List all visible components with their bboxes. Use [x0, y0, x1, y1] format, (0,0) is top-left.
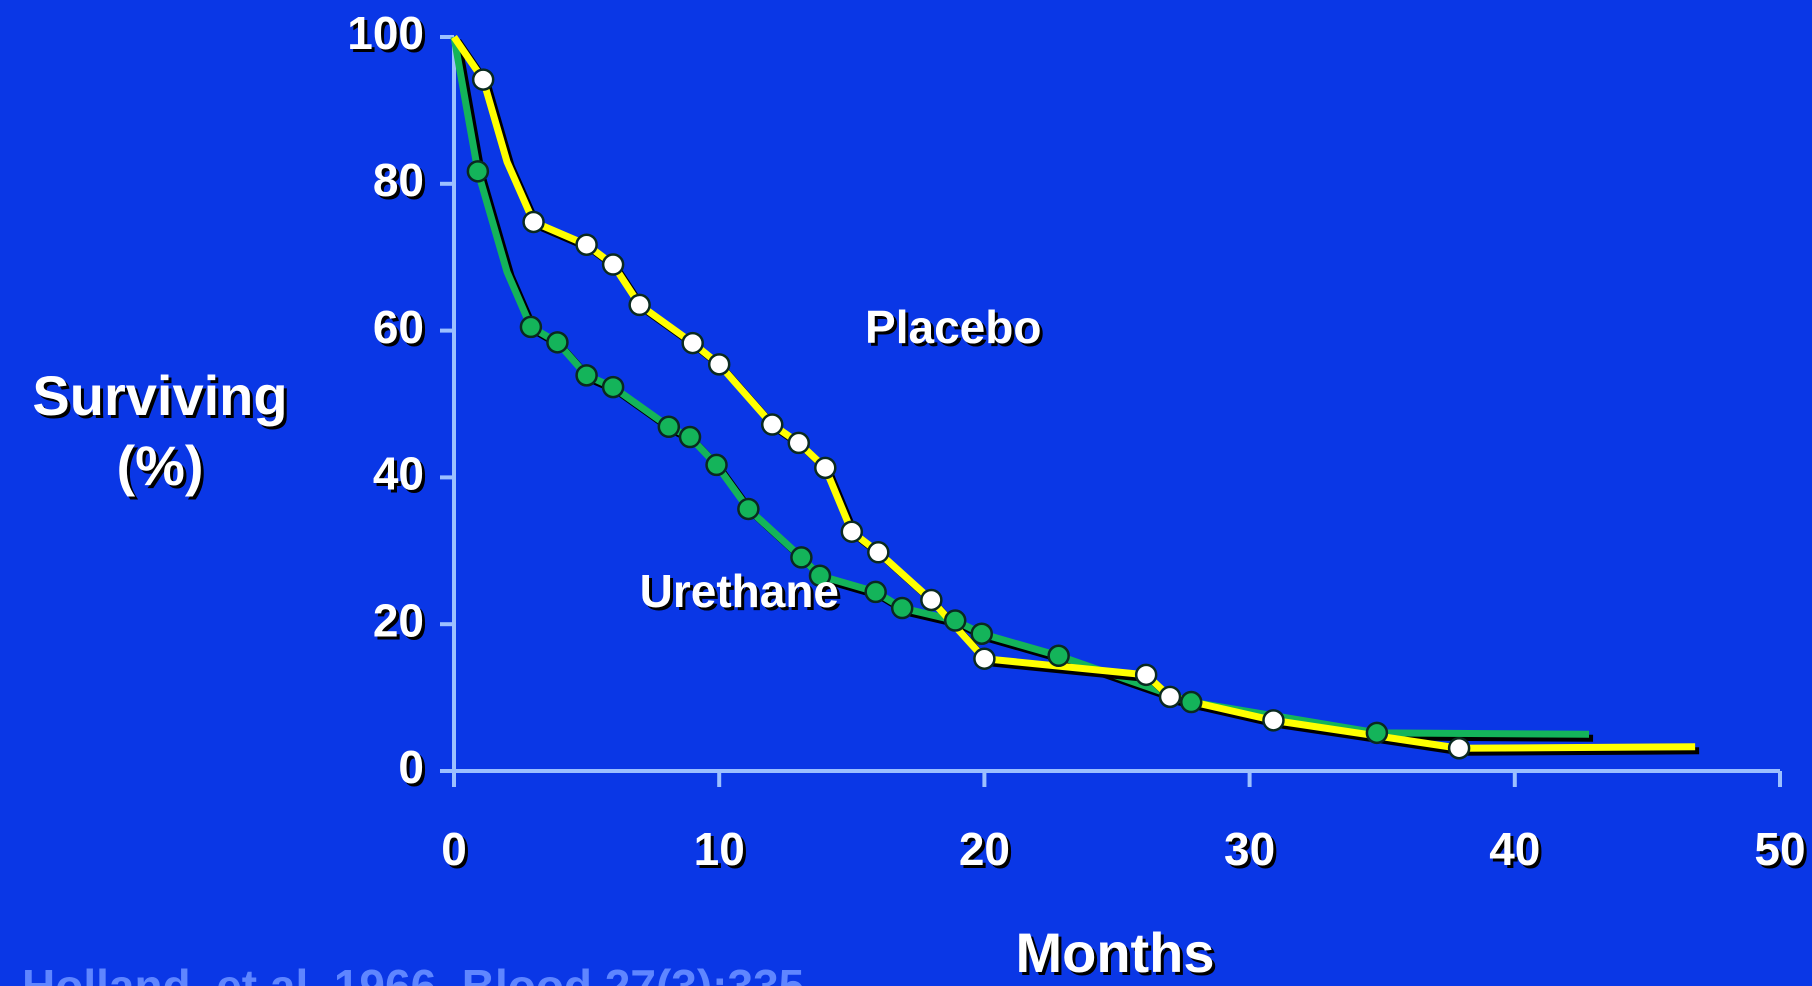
x-tick-label: 40 — [1489, 823, 1540, 875]
marker — [705, 453, 728, 477]
marker — [1134, 663, 1158, 687]
marker — [760, 413, 784, 436]
marker — [681, 331, 704, 355]
marker — [1180, 690, 1203, 714]
marker — [864, 580, 887, 604]
series-label: Urethane — [640, 565, 839, 617]
source-note: Holland, et al. 1966. Blood 27(3):335 — [22, 960, 804, 986]
marker — [466, 160, 490, 183]
marker — [808, 564, 832, 588]
marker — [657, 415, 681, 439]
y-axis-title: Surviving — [32, 364, 287, 427]
marker — [1047, 644, 1070, 668]
marker — [519, 315, 543, 339]
marker — [575, 364, 598, 387]
marker — [1158, 685, 1182, 709]
marker — [522, 210, 545, 234]
marker — [1262, 709, 1285, 732]
x-tick-label: 50 — [1754, 823, 1805, 875]
series-label: Placebo — [865, 301, 1041, 353]
marker — [973, 647, 996, 670]
marker — [707, 353, 731, 376]
marker — [814, 456, 837, 480]
marker — [601, 375, 625, 399]
y-tick-label: 80 — [373, 154, 424, 206]
marker — [546, 331, 569, 354]
x-tick-label: 30 — [1224, 823, 1275, 875]
x-axis-title: Months — [1015, 921, 1214, 984]
y-axis-title: (%) — [116, 434, 203, 497]
marker — [787, 431, 811, 455]
marker — [840, 520, 864, 543]
y-tick-label: 0 — [398, 741, 424, 793]
x-tick-label: 10 — [694, 823, 745, 875]
marker — [1447, 736, 1471, 760]
y-tick-label: 20 — [373, 594, 424, 646]
marker — [575, 233, 598, 256]
marker — [890, 596, 914, 620]
y-tick-label: 40 — [373, 448, 424, 500]
marker — [943, 609, 967, 632]
marker — [790, 546, 813, 569]
marker — [737, 497, 760, 521]
marker — [628, 293, 651, 317]
x-tick-label: 0 — [441, 823, 467, 875]
x-tick-label: 20 — [959, 823, 1010, 875]
y-tick-label: 100 — [347, 7, 424, 59]
marker — [601, 253, 625, 276]
marker — [678, 425, 702, 449]
marker — [471, 68, 495, 91]
marker — [1365, 721, 1389, 745]
marker — [920, 588, 943, 612]
marker — [867, 541, 890, 564]
y-tick-label: 60 — [373, 301, 424, 353]
marker — [970, 622, 993, 645]
